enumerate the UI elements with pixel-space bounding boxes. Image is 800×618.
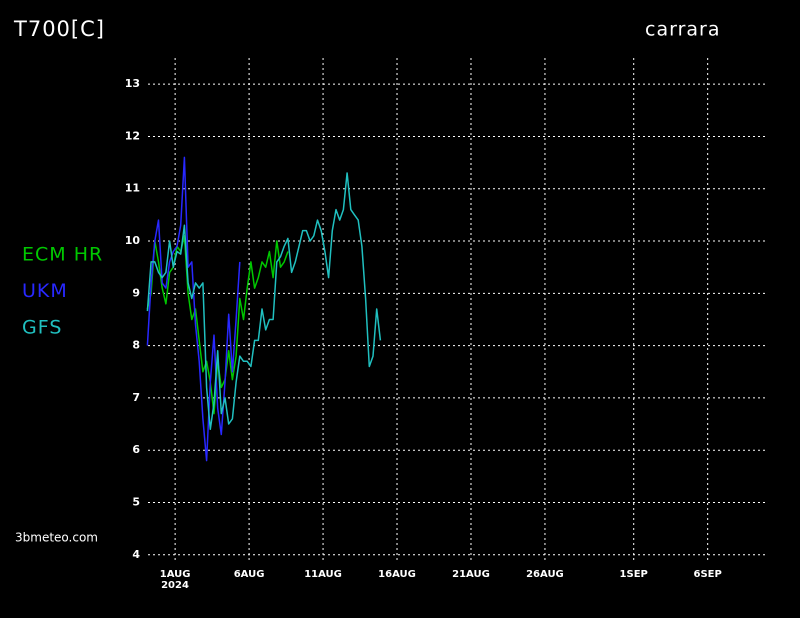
- x-tick-label: 11AUG: [304, 569, 342, 580]
- x-tick-label: 1AUG: [160, 569, 191, 580]
- chart-title: T700[C]: [13, 17, 105, 41]
- legend-entry: ECM HR: [22, 244, 103, 266]
- series-line: [146, 156, 241, 462]
- x-tick-label: 1SEP: [620, 569, 648, 580]
- y-tick-label: 4: [132, 548, 140, 561]
- x-year-label: 2024: [161, 580, 189, 591]
- x-tick-label: 6SEP: [694, 569, 722, 580]
- series-line: [146, 172, 382, 431]
- watermark: 3bmeteo.com: [15, 531, 98, 545]
- location-label: carrara: [645, 19, 720, 41]
- y-tick-label: 7: [132, 391, 140, 404]
- y-tick-label: 10: [125, 234, 141, 247]
- y-tick-label: 6: [132, 443, 140, 456]
- y-tick-label: 12: [125, 129, 140, 142]
- y-tick-label: 9: [132, 286, 140, 299]
- x-tick-label: 6AUG: [234, 569, 265, 580]
- y-tick-label: 8: [132, 339, 140, 352]
- legend-entry: GFS: [22, 317, 62, 339]
- x-tick-label: 21AUG: [452, 569, 490, 580]
- y-tick-label: 5: [132, 495, 140, 508]
- y-tick-label: 11: [125, 182, 140, 195]
- x-tick-label: 26AUG: [526, 569, 564, 580]
- legend-entry: UKM: [22, 280, 68, 302]
- x-tick-label: 16AUG: [378, 569, 416, 580]
- y-tick-label: 13: [125, 77, 140, 90]
